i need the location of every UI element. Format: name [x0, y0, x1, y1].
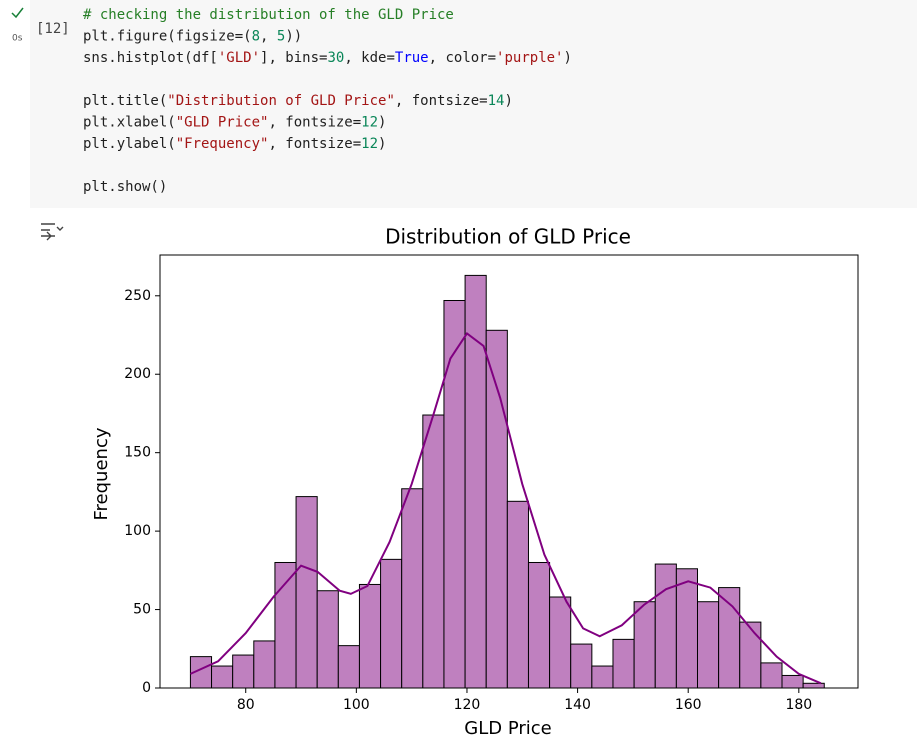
bar — [358, 583, 382, 689]
code-token: , fontsize= — [395, 93, 488, 109]
bar — [570, 643, 593, 689]
code-token: 14 — [488, 93, 505, 109]
code-token: 30 — [327, 50, 344, 66]
bar — [253, 640, 276, 689]
bar — [337, 645, 360, 689]
code-token: True — [395, 50, 429, 66]
x-tick-label: 120 — [454, 697, 481, 713]
code-token: ], bins= — [260, 50, 327, 66]
bar — [295, 496, 318, 689]
code-token: plt.title( — [83, 93, 167, 109]
bar — [633, 601, 656, 689]
x-axis-label: GLD Price — [464, 718, 551, 739]
bar — [464, 274, 487, 689]
bar — [422, 414, 445, 689]
bar — [781, 674, 804, 689]
bar — [527, 561, 551, 689]
code-line: plt.show() — [83, 179, 167, 195]
bar — [506, 500, 529, 689]
x-tick-label: 100 — [343, 697, 370, 713]
code-token: plt.ylabel( — [83, 136, 176, 152]
bar — [274, 561, 297, 689]
code-token: ) — [504, 93, 512, 109]
code-token: 5 — [277, 29, 285, 45]
kde-line — [190, 332, 822, 685]
code-token: , — [260, 29, 277, 45]
code-token: "Distribution of GLD Price" — [167, 93, 395, 109]
output-toggle[interactable] — [41, 223, 64, 241]
y-tick-label: 150 — [124, 445, 151, 461]
x-tick-label: 80 — [237, 697, 255, 713]
bar — [654, 563, 677, 689]
x-tick-label: 140 — [564, 697, 591, 713]
code-line: # checking the distribution of the GLD P… — [83, 7, 454, 23]
x-tick-label: 180 — [785, 697, 812, 713]
bar — [485, 329, 508, 689]
code-token: 'purple' — [496, 50, 563, 66]
code-line: plt.ylabel("Frequency", fontsize=12) — [83, 136, 386, 152]
y-axis-label: Frequency — [91, 427, 112, 520]
execution-counter[interactable]: [12] — [36, 21, 70, 37]
code-line: plt.figure(figsize=(8, 5)) — [83, 29, 302, 45]
code-token: ) — [378, 136, 386, 152]
run-duration: 0s — [12, 34, 23, 44]
code-token: )) — [285, 29, 302, 45]
y-tick-label: 50 — [133, 602, 151, 618]
code-token: "Frequency" — [176, 136, 269, 152]
bar — [211, 665, 234, 689]
y-tick-label: 100 — [124, 523, 151, 539]
code-token: plt.xlabel( — [83, 115, 176, 131]
x-tick-label: 160 — [675, 697, 702, 713]
code-line: plt.xlabel("GLD Price", fontsize=12) — [83, 115, 386, 131]
bar — [802, 682, 825, 689]
bar — [675, 568, 698, 689]
code-token: 'GLD' — [218, 50, 260, 66]
bar — [316, 590, 339, 689]
code-token: ) — [378, 115, 386, 131]
code-token: , fontsize= — [268, 115, 361, 131]
bar — [549, 596, 572, 689]
code-cell — [30, 0, 917, 208]
code-token: plt.figure(figsize=( — [83, 29, 252, 45]
bar — [232, 654, 255, 689]
output-icon[interactable] — [41, 223, 64, 241]
code-token: ) — [563, 50, 571, 66]
chart-title: Distribution of GLD Price — [385, 225, 631, 249]
bar — [443, 299, 466, 689]
bar — [760, 662, 783, 689]
code-token: # checking the distribution of the GLD P… — [83, 7, 454, 23]
code-token: , fontsize= — [268, 136, 361, 152]
code-token: , kde= — [344, 50, 395, 66]
code-token: plt.show() — [83, 179, 167, 195]
bar — [739, 621, 762, 689]
code-token: , color= — [429, 50, 496, 66]
bar — [380, 558, 403, 689]
code-line: sns.histplot(df['GLD'], bins=30, kde=Tru… — [83, 50, 572, 66]
y-tick-label: 200 — [124, 366, 151, 382]
code-token: 12 — [361, 136, 378, 152]
bar — [612, 638, 635, 689]
y-tick-label: 0 — [142, 680, 151, 696]
bar — [401, 488, 424, 689]
bar — [696, 601, 720, 689]
code-token: 8 — [252, 29, 260, 45]
bar — [591, 665, 614, 689]
run-status-icon — [11, 7, 24, 19]
y-tick-label: 250 — [124, 288, 151, 304]
code-token: "GLD Price" — [176, 115, 269, 131]
code-token: 12 — [361, 115, 378, 131]
code-token: sns.histplot(df[ — [83, 50, 218, 66]
code-line: plt.title("Distribution of GLD Price", f… — [83, 93, 513, 109]
